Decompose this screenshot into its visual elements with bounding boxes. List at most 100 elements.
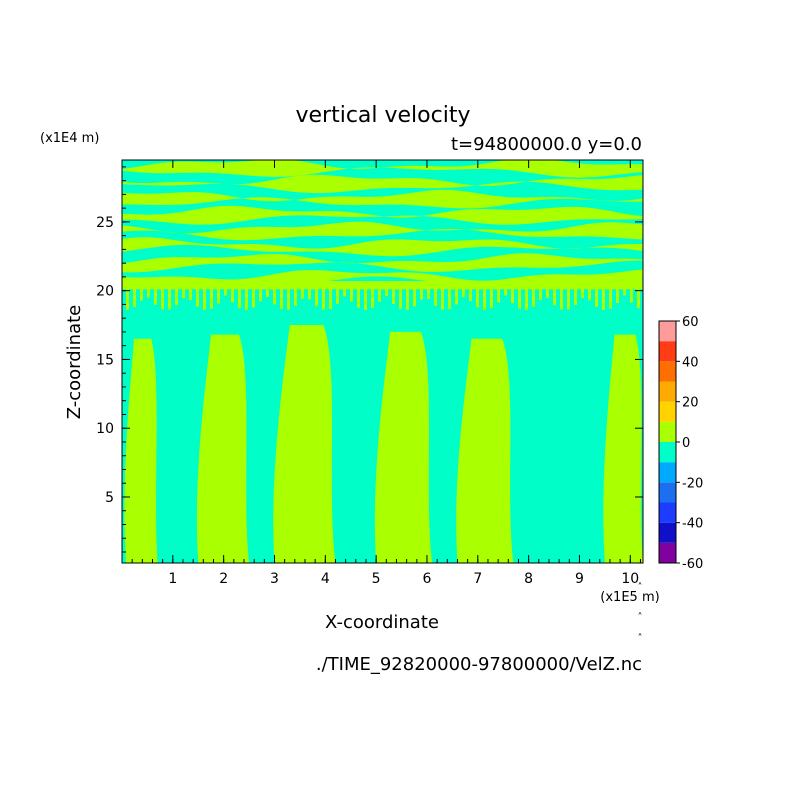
fringe-finger [301,285,304,299]
x-tick-label: 6 [423,571,432,587]
fringe-finger [511,285,514,304]
fringe-finger [518,285,521,309]
x-tick-label: 8 [524,571,533,587]
fringe-finger [140,285,143,301]
x-tick-label: 4 [321,571,330,587]
fringe-finger [364,285,367,310]
fringe-finger [161,285,164,310]
updraft-column [196,334,250,563]
colorbar-tick-label: 40 [682,355,699,370]
colorbar-tick-label: 0 [682,436,690,451]
fringe-finger [329,285,332,309]
contour-band [122,205,643,225]
fringe-finger [497,285,500,303]
colorbar-swatch [659,361,676,382]
colorbar-tick-label: 60 [682,315,699,330]
contour-band [122,160,643,178]
fringe-finger [210,285,213,309]
x-tick-label: 3 [270,571,279,587]
fringe-finger [259,285,262,302]
fringe-finger [287,285,290,310]
x-tick-label: 9 [575,571,584,587]
x-unit-label: (x1E5 m) [600,590,659,605]
marker-dot: ˄ [638,611,643,623]
fringe-finger [336,285,339,304]
fringe-finger [462,285,465,298]
fringe-finger [154,285,157,305]
colorbar-tick-label: -60 [682,557,703,572]
fringe-finger [581,285,584,298]
fringe-finger [266,285,269,297]
fringe-finger [224,285,227,296]
x-axis: 1 2 3 4 5 6 7 8 9 10 [131,160,641,587]
contour-field [122,160,643,563]
fringe-finger [371,285,374,308]
fringe-finger [483,285,486,310]
fringe-finger [133,285,136,307]
fringe-finger [252,285,255,308]
y-tick-label: 15 [96,352,114,368]
x-tick-label: 10 [621,571,639,587]
y-tick-label: 25 [96,215,114,231]
colorbar-swatch [659,542,676,563]
fringe-finger [343,285,346,297]
x-tick-label: 1 [168,571,177,587]
marker-dot: ˄ [638,632,643,644]
chart-title: vertical velocity [295,103,470,128]
plot-frame [121,159,644,564]
fringe-finger [434,285,437,306]
fringe-finger [147,285,150,298]
fringe-finger [175,285,178,306]
colorbar-swatch [659,462,676,483]
fringe-finger [399,285,402,309]
chart-subtitle: t=94800000.0 y=0.0 [451,134,642,155]
y-tick-label: 5 [105,490,114,506]
fringe-finger [448,285,451,310]
colorbar-swatch [659,482,676,503]
fringe-finger [532,285,535,307]
updraft-column [603,334,643,563]
fringe-finger [525,285,528,310]
y-axis: 5 10 15 20 25 [96,166,643,553]
colorbar-swatch [659,502,676,523]
fringe-finger [616,285,619,304]
y-tick-label: 20 [96,284,114,300]
fringe-finger [126,285,129,310]
fringe-finger [203,285,206,310]
fringe-finger [504,285,507,296]
fringe-finger [553,285,556,306]
fringe-finger [490,285,493,309]
updraft-column [374,331,433,563]
fringe-finger [385,285,388,297]
updraft-column [273,325,336,563]
colorbar-tick-label: -20 [682,476,703,491]
fringe-finger [238,285,241,309]
colorbar-swatch [659,401,676,422]
colorbar-swatch [659,321,676,342]
fringe-finger [273,285,276,305]
contour-band [122,189,643,209]
fringe-finger [560,285,563,310]
fringe-finger [637,285,640,309]
fringe-finger [350,285,353,302]
fringe-finger [392,285,395,304]
fringe-finger [315,285,318,307]
fringe-finger [413,285,416,307]
colorbar-swatch [659,522,676,543]
fringe-finger [546,285,549,299]
fringe-finger [280,285,283,310]
fringe-finger [406,285,409,310]
fringe-finger [427,285,430,299]
fringe-finger [441,285,444,310]
x-tick-label: 7 [473,571,482,587]
source-file-label: ./TIME_92820000-97800000/VelZ.nc [316,654,642,675]
contour-band [122,237,643,257]
fringe-finger [567,285,570,310]
x-tick-label: 5 [372,571,381,587]
x-axis-label: X-coordinate [325,612,439,633]
contour-band [122,253,643,273]
updraft-column [124,338,158,563]
fringe-finger [378,285,381,302]
fringe-finger [623,285,626,296]
